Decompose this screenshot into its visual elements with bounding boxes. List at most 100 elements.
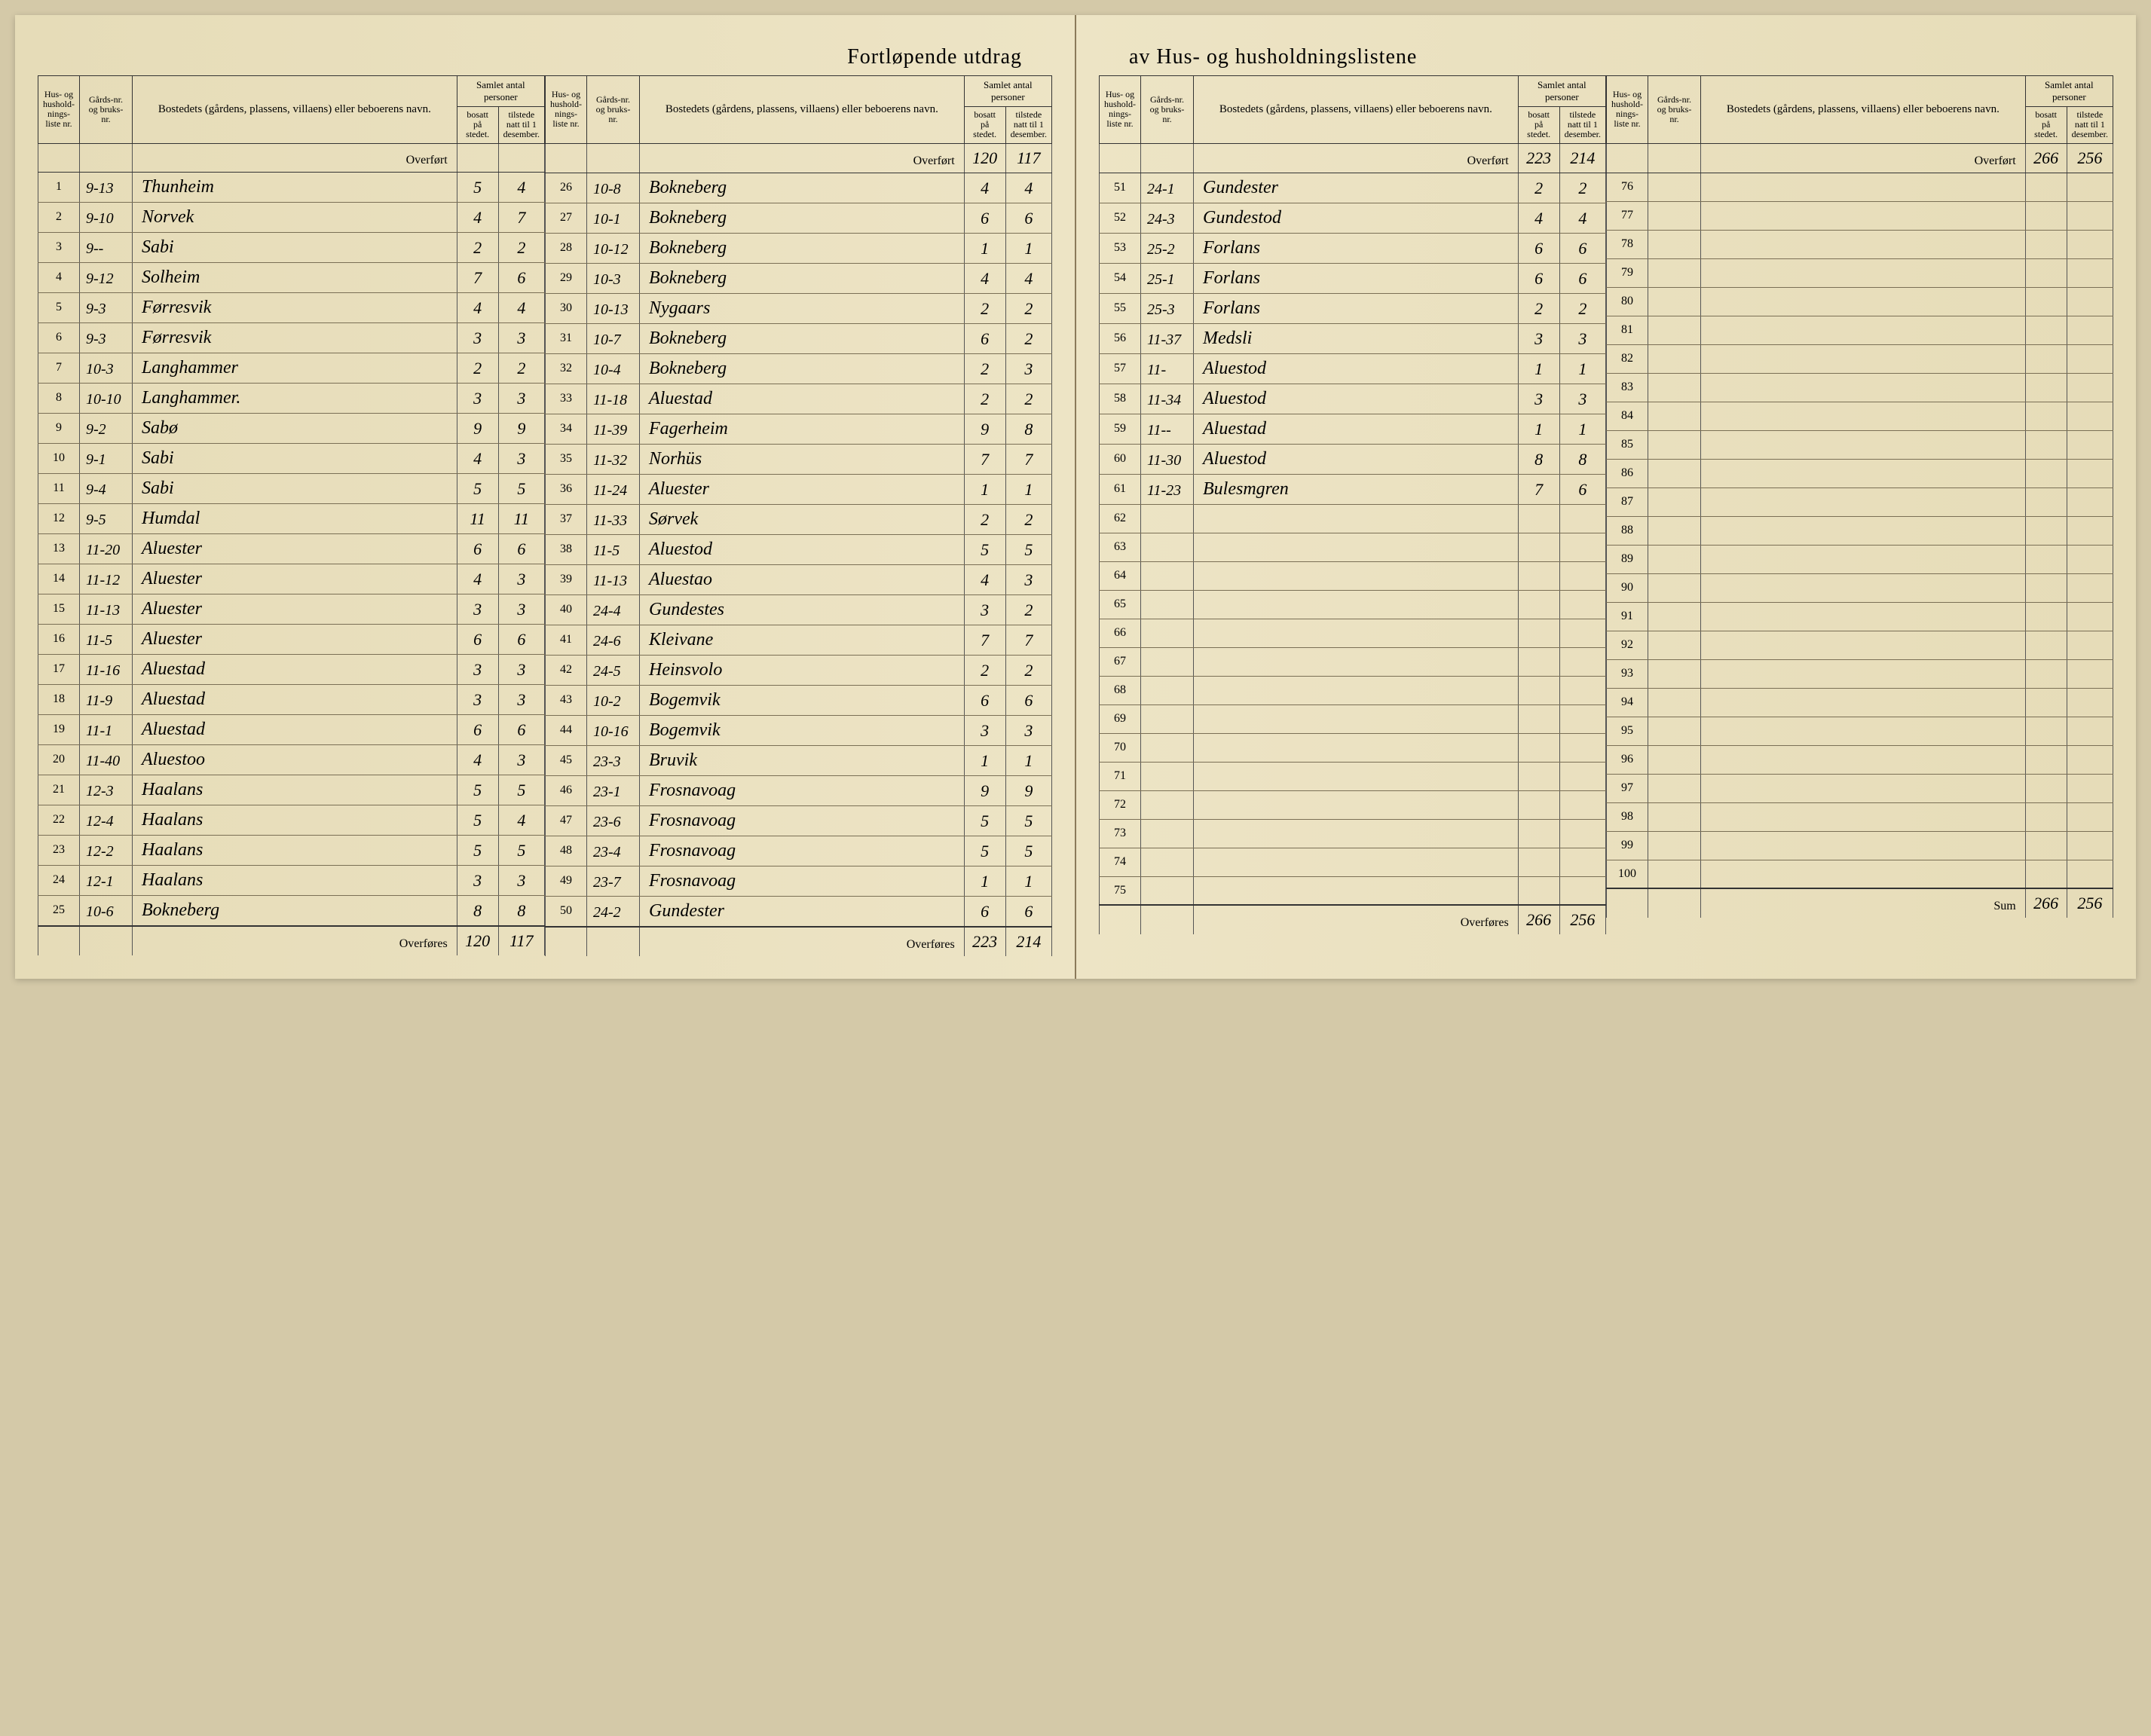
row-tilstede: 2 [1005,293,1051,323]
row-bosatt: 5 [964,805,1005,836]
row-number: 45 [546,745,587,775]
overfort-label: Overført [1194,143,1519,173]
row-name: Thunheim [133,172,457,202]
row-name: Langhammer [133,353,457,383]
table-row: 99 [1607,831,2113,860]
row-number: 25 [38,895,80,926]
row-number: 1 [38,172,80,202]
row-gard: 23-1 [587,775,640,805]
row-number: 100 [1607,860,1648,888]
table-row: 4024-4Gundestes32 [546,594,1052,625]
row-tilstede [2067,258,2113,287]
overfort-row: Overført [38,143,545,172]
footer-row: Sum266256 [1607,888,2113,918]
row-name: Gundestes [640,594,965,625]
row-gard: 11-- [1141,414,1194,444]
row-bosatt: 4 [964,263,1005,293]
row-name: Aluester [133,594,457,624]
row-number: 75 [1100,876,1141,905]
hdr-tilstede: tilstede natt til 1 desember. [498,107,544,144]
row-tilstede [2067,688,2113,717]
table-row: 4224-5Heinsvolo22 [546,655,1052,685]
table-row: 3911-13Aluestao43 [546,564,1052,594]
row-tilstede: 2 [1005,594,1051,625]
row-number: 43 [546,685,587,715]
row-name [1194,733,1519,762]
table-row: 2510-6Bokneberg88 [38,895,545,926]
row-name: Norhüs [640,444,965,474]
table-row: 4410-16Bogemvik33 [546,715,1052,745]
row-bosatt: 4 [1518,203,1559,233]
table-row: 3411-39Fagerheim98 [546,414,1052,444]
row-name: Haalans [133,865,457,895]
row-number: 30 [546,293,587,323]
footer-row: Overføres120117 [38,926,545,955]
row-number: 12 [38,503,80,533]
row-name [1701,173,2026,201]
row-gard [1648,201,1701,230]
row-bosatt: 2 [1518,173,1559,203]
row-gard [1648,402,1701,430]
row-tilstede: 3 [498,383,544,413]
table-row: 4823-4Frosnavoag55 [546,836,1052,866]
row-tilstede: 3 [1005,353,1051,384]
row-bosatt: 6 [964,203,1005,233]
row-name [1194,561,1519,590]
overfort-tilstede: 117 [1005,143,1051,173]
row-tilstede [2067,516,2113,545]
row-tilstede: 1 [1005,233,1051,263]
row-name: Forlans [1194,293,1519,323]
row-gard: 9-5 [80,503,133,533]
row-tilstede [1559,533,1605,561]
row-tilstede: 2 [498,353,544,383]
row-bosatt [2025,745,2067,774]
row-bosatt [1518,704,1559,733]
table-row: 3010-13Nygaars22 [546,293,1052,323]
row-name: Aluestad [640,384,965,414]
row-tilstede: 6 [1559,263,1605,293]
row-number: 77 [1607,201,1648,230]
hdr-bosted: Bostedets (gårdens, plassens, villaens) … [133,76,457,144]
row-name: Aluestod [640,534,965,564]
row-name [1701,860,2026,888]
row-gard [1141,819,1194,848]
row-gard: 10-1 [587,203,640,233]
row-bosatt: 6 [1518,263,1559,293]
col-1: Hus- og hushold-nings-liste nr.Gårds-nr.… [38,75,545,956]
row-gard: 10-6 [80,895,133,926]
row-name [1701,831,2026,860]
row-bosatt [2025,774,2067,802]
row-gard [1141,533,1194,561]
table-row: 62 [1100,504,1606,533]
row-tilstede: 3 [1559,384,1605,414]
row-gard: 9-1 [80,443,133,473]
row-tilstede: 6 [498,262,544,292]
row-name: Aluestod [1194,353,1519,384]
row-gard: 11-13 [587,564,640,594]
row-bosatt: 5 [964,534,1005,564]
footer-row: Overføres223214 [546,927,1052,956]
overfort-bosatt: 266 [2025,143,2067,173]
row-gard [1648,573,1701,602]
row-tilstede: 2 [1005,655,1051,685]
ledger-table: Hus- og hushold-nings-liste nr.Gårds-nr.… [38,75,545,955]
row-number: 29 [546,263,587,293]
row-name [1701,573,2026,602]
row-number: 49 [546,866,587,896]
row-tilstede [2067,573,2113,602]
footer-label: Sum [1701,888,2026,918]
row-tilstede: 3 [498,654,544,684]
row-name: Bulesmgren [1194,474,1519,504]
table-row: 91 [1607,602,2113,631]
row-name [1194,533,1519,561]
row-number: 39 [546,564,587,594]
hdr-samlet: Samlet antal personer [964,76,1051,107]
overfort-tilstede [498,143,544,172]
row-tilstede: 2 [1559,293,1605,323]
row-gard: 12-2 [80,835,133,865]
row-gard: 11-20 [80,533,133,564]
row-gard [1648,373,1701,402]
row-gard: 24-3 [1141,203,1194,233]
table-row: 95 [1607,717,2113,745]
row-number: 22 [38,805,80,835]
